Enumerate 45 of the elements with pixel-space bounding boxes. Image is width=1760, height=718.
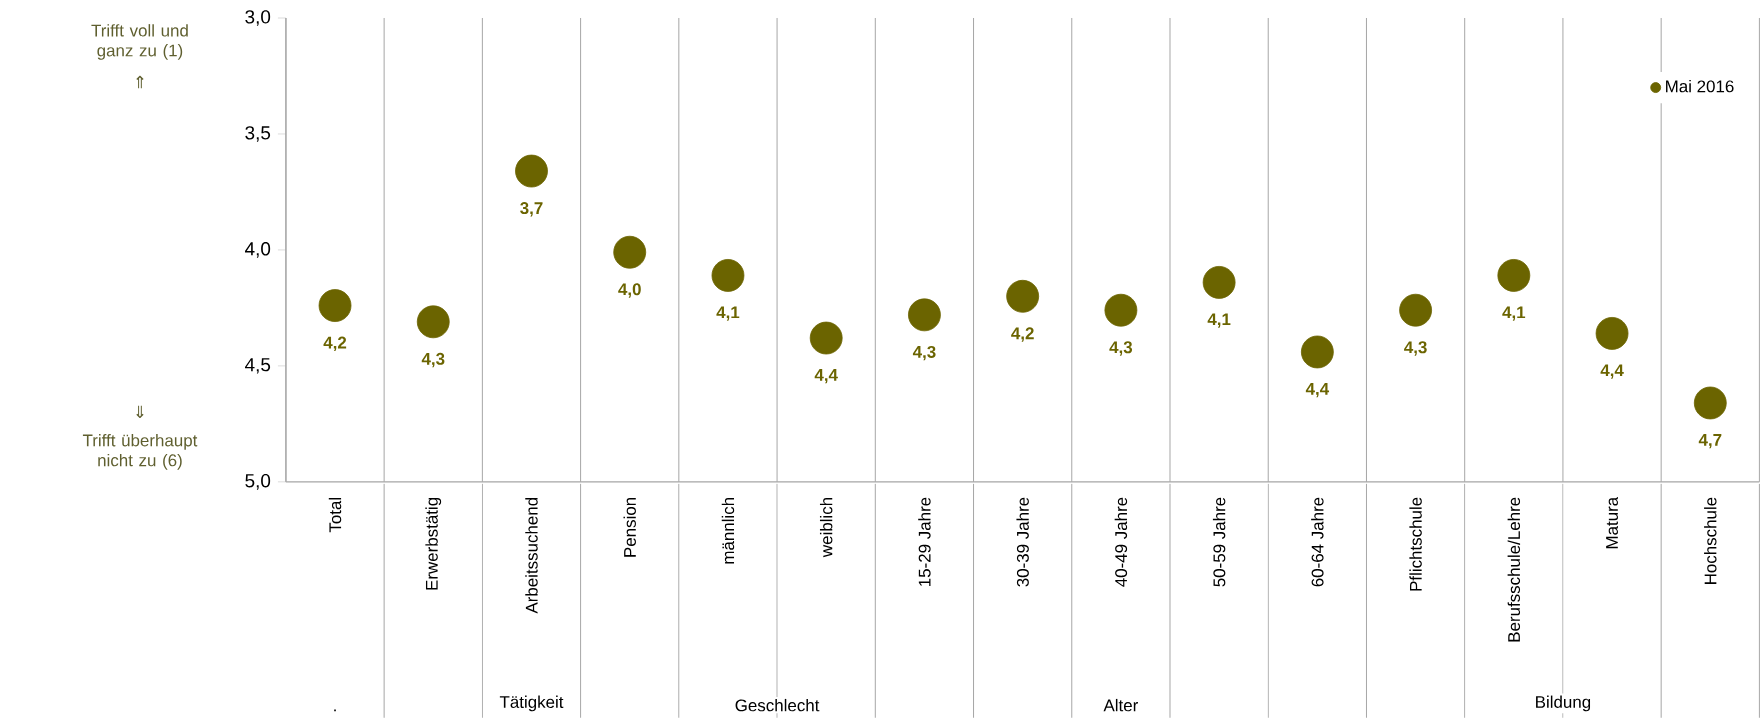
legend-label: Mai 2016 — [1666, 79, 1734, 93]
y-tick-label: 4,0 — [245, 241, 271, 258]
data-label: 4,1 — [1207, 313, 1231, 328]
x-tick-label: 15-29 Jahre — [918, 497, 931, 586]
data-label: 3,7 — [520, 201, 543, 217]
y-tick-label: 3,0 — [245, 10, 271, 26]
text: Trifft überhaupt nicht zu (6) — [82, 433, 198, 470]
text: ⇑ — [136, 75, 144, 89]
data-label: 4,4 — [814, 368, 838, 384]
data-label: 4,2 — [1011, 327, 1034, 342]
x-tick-label: 60-64 Jahre — [1311, 497, 1324, 587]
data-label: 4,1 — [716, 306, 740, 321]
x-tick-label: Hochschule — [1704, 497, 1717, 584]
x-tick-label: Matura — [1606, 496, 1618, 549]
x-tick-label: 40-49 Jahre — [1114, 497, 1128, 587]
data-label: 4,3 — [1404, 341, 1427, 356]
text: . — [334, 709, 336, 712]
data-label: 4,4 — [1600, 364, 1624, 379]
text: Geschlecht — [735, 698, 820, 712]
text: ⇓ — [136, 405, 144, 418]
x-tick-label: Erwerbstätig — [425, 497, 442, 590]
x-tick-label: männlich — [721, 497, 735, 564]
x-tick-label: 30-39 Jahre — [1016, 497, 1029, 587]
data-label: 4,2 — [323, 336, 347, 351]
y-tick-label: 5,0 — [245, 473, 271, 490]
x-tick-label: Pension — [623, 497, 636, 557]
data-label: 4,7 — [1698, 433, 1722, 449]
text: Trifft voll und ganz zu (1) — [91, 24, 188, 60]
x-tick-label: 50-59 Jahre — [1212, 497, 1226, 587]
data-label: 4,3 — [912, 345, 936, 361]
text: Alter — [1103, 698, 1138, 712]
text: Bildung — [1536, 695, 1591, 712]
x-tick-label: Pflichtschule — [1409, 497, 1422, 591]
text: Tätigkeit — [499, 695, 564, 712]
y-tick-label: 3,5 — [245, 126, 271, 142]
data-label: 4,1 — [1502, 306, 1526, 321]
x-tick-label: Total — [328, 497, 342, 533]
data-label: 4,0 — [618, 283, 641, 298]
data-label: 4,3 — [1109, 341, 1133, 356]
x-tick-label: Arbeitssuchend — [525, 497, 538, 614]
data-label: 4,3 — [421, 352, 445, 368]
data-label: 4,4 — [1305, 382, 1330, 398]
y-tick-label: 4,5 — [245, 358, 271, 374]
x-tick-label: weiblich — [819, 497, 833, 557]
x-tick-label: Berufsschule/Lehre — [1507, 497, 1521, 642]
